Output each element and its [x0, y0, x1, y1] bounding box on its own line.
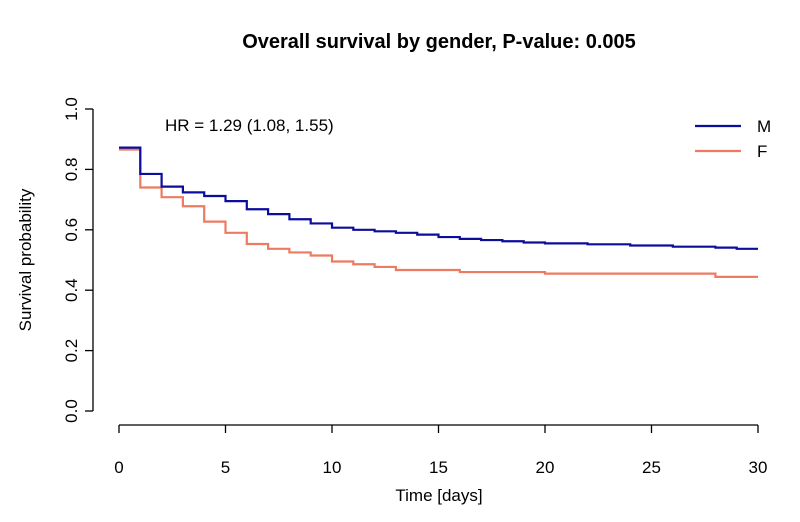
x-tick-label: 25 — [642, 458, 661, 477]
series-layer — [119, 146, 758, 279]
y-tick-label: 0.4 — [62, 278, 81, 302]
y-tick-label: 1.0 — [62, 97, 81, 121]
x-tick-label: 0 — [114, 458, 123, 477]
x-axis: 0 5 10 15 20 25 30 — [114, 424, 768, 477]
x-tick-label: 20 — [536, 458, 555, 477]
y-tick-label: 0.2 — [62, 339, 81, 363]
y-tick-label: 0.8 — [62, 158, 81, 182]
series-line-f — [119, 148, 758, 279]
x-tick-label: 5 — [221, 458, 230, 477]
y-tick-label: 0.6 — [62, 218, 81, 242]
x-tick-label: 10 — [323, 458, 342, 477]
y-axis-label: Survival probability — [16, 188, 35, 331]
legend: MF — [695, 117, 771, 161]
x-axis-label: Time [days] — [395, 486, 482, 505]
hr-annotation: HR = 1.29 (1.08, 1.55) — [165, 116, 334, 135]
chart-title: Overall survival by gender, P-value: 0.0… — [242, 31, 636, 53]
x-tick-label: 15 — [429, 458, 448, 477]
legend-label-f: F — [757, 142, 767, 161]
legend-label-m: M — [757, 117, 771, 136]
series-line-m — [119, 146, 758, 250]
y-tick-label: 0.0 — [62, 399, 81, 423]
x-tick-label: 30 — [749, 458, 768, 477]
y-axis: 0.0 0.2 0.4 0.6 0.8 1.0 — [62, 97, 94, 423]
